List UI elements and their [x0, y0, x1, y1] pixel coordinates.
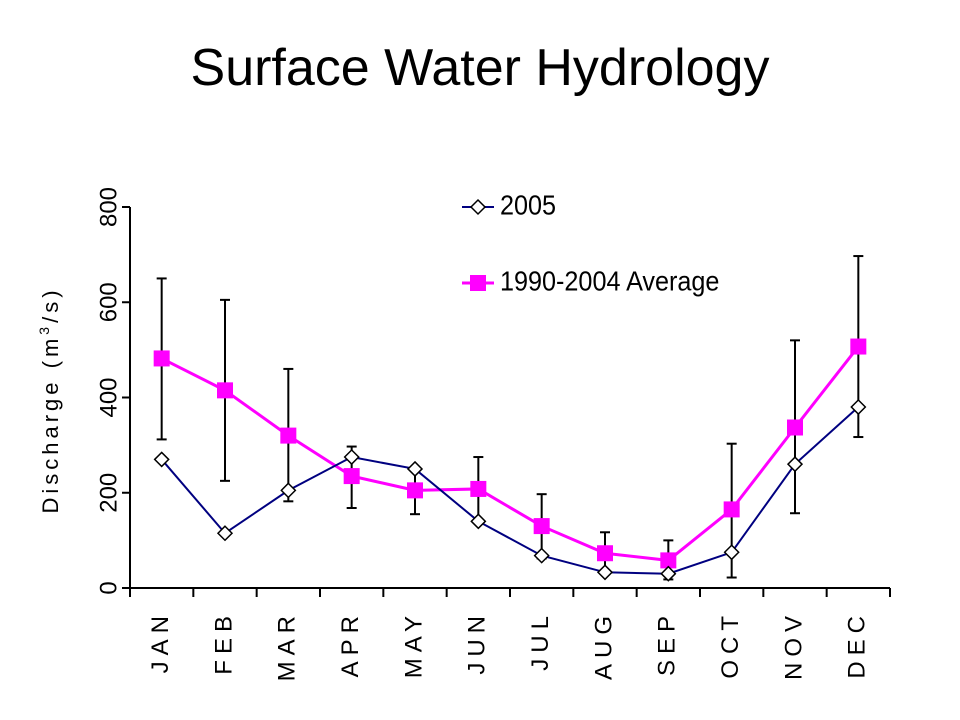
legend: 2005 1990-2004 Average — [462, 189, 719, 297]
data-point — [407, 482, 423, 499]
series-line — [160, 345, 860, 562]
data-point — [153, 350, 170, 367]
y-axis-label: Discharge (m3/s) — [36, 286, 63, 513]
data-point — [597, 545, 613, 562]
data-point — [660, 565, 677, 582]
y-tick-label: 200 — [95, 473, 122, 513]
legend-swatch-marker — [469, 198, 487, 216]
data-point — [787, 419, 803, 436]
series-line — [160, 406, 860, 575]
data-point — [280, 482, 297, 499]
legend-label: 2005 — [500, 189, 556, 221]
x-tick-label: MAY — [400, 610, 427, 678]
data-point — [343, 468, 360, 485]
data-point — [470, 480, 487, 497]
data-point — [343, 448, 360, 466]
data-point — [406, 460, 424, 477]
legend-label: 1990-2004 Average — [500, 265, 719, 297]
x-tick-label: MAR — [274, 610, 301, 681]
x-tick-label: AUG — [590, 610, 617, 680]
x-tick-label: APR — [337, 610, 364, 677]
data-point — [470, 513, 487, 530]
data-point — [216, 525, 234, 542]
x-tick-label: JAN — [147, 610, 174, 673]
x-tick-label: FEB — [210, 610, 237, 675]
data-point — [533, 518, 550, 535]
data-point — [217, 382, 233, 399]
x-tick-label: JUN — [464, 610, 491, 675]
data-point — [723, 501, 740, 518]
x-tick-label: DEC — [844, 610, 871, 679]
y-tick-label: 0 — [95, 581, 122, 594]
page-title: Surface Water Hydrology — [190, 39, 770, 97]
data-point — [153, 451, 170, 468]
x-tick-label: NOV — [780, 610, 807, 680]
data-point — [660, 552, 677, 569]
x-tick-label: SEP — [654, 610, 681, 676]
y-tick-label: 400 — [95, 377, 122, 417]
data-point — [850, 338, 867, 355]
data-point — [280, 427, 297, 444]
x-tick-label: JUL — [527, 610, 554, 671]
data-point — [786, 456, 804, 473]
series-markers — [153, 338, 867, 582]
x-tick-label: OCT — [717, 610, 744, 679]
y-tick-label: 800 — [95, 187, 122, 227]
y-tick-label: 600 — [95, 282, 122, 322]
chart-axes: 0 200 400 600 800 JAN FEB MAR APR MAY JUN JUL AUG SEP… — [95, 187, 891, 681]
data-point — [850, 398, 867, 416]
data-point — [533, 547, 550, 564]
data-point — [723, 544, 740, 561]
legend-swatch-marker — [470, 275, 486, 291]
data-point — [596, 564, 614, 581]
series-lines — [160, 345, 860, 575]
